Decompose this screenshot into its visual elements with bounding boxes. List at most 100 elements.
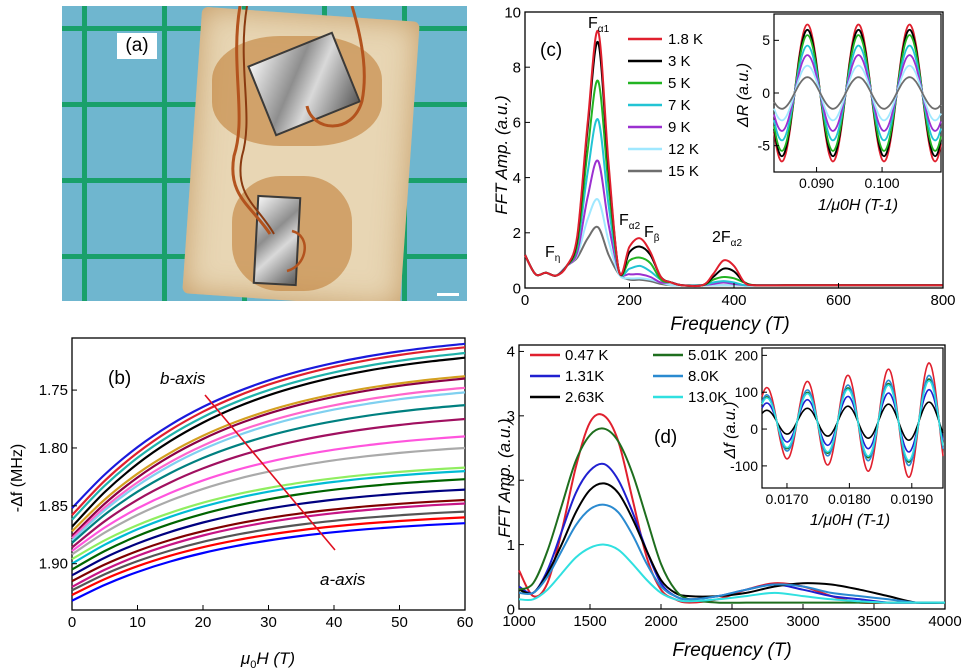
- y-tick-label: 0: [750, 421, 758, 437]
- legend-entry: 2.63K: [565, 389, 604, 406]
- y-tick-label: 2: [513, 225, 521, 242]
- x-tick-label: 0.0180: [828, 491, 871, 507]
- panel-d-ylabel: FFT Amp. (a.u.): [495, 418, 514, 537]
- inset-c-curve: [773, 44, 942, 142]
- x-tick-label: 4000: [928, 613, 961, 630]
- inset-c-curve: [773, 28, 942, 158]
- series-line-2.63K: [518, 482, 946, 605]
- series-line-8.0K: [518, 503, 946, 604]
- field-sweep-curve: [71, 356, 466, 528]
- x-tick-label: 2500: [715, 613, 748, 630]
- panel-b-chart: 0 10 20 30 40 50 60 1.75 1.80 1.85 1.90 b-axis a-a…: [9, 337, 474, 668]
- panel-c-inset-xlabel: 1/μ0H (T-1): [818, 197, 898, 214]
- y-tick-label: -5: [758, 138, 771, 154]
- annot-a-axis: a-axis: [320, 570, 366, 589]
- copper-wires: [231, 6, 366, 273]
- panel-b-xlabel: μ0H (T): [240, 649, 295, 668]
- peak-label-f-alpha2: Fα2: [619, 212, 641, 232]
- inset-c-curve: [773, 34, 942, 152]
- field-sweep-curve: [71, 435, 466, 552]
- legend-entry: 8.0K: [688, 368, 719, 385]
- y-tick-label: 0: [507, 601, 515, 618]
- y-tick-label: 0: [513, 280, 521, 297]
- panel-d-legend: 0.47 K 1.31K 2.63K 5.01K 8.0K 13.0K: [530, 347, 727, 406]
- inset-d-curve: [761, 362, 944, 479]
- y-tick-label: 1.90: [39, 556, 68, 573]
- y-tick-label: 100: [735, 384, 759, 400]
- x-tick-label: 3500: [857, 613, 890, 630]
- y-tick-label: 1.85: [39, 498, 68, 515]
- annot-b-axis: b-axis: [160, 369, 206, 388]
- legend-entry: 0.47 K: [565, 347, 608, 364]
- panel-b-label: (b): [108, 368, 131, 389]
- panel-d-inset-xlabel: 1/μ0H (T-1): [810, 512, 890, 529]
- x-tick-label: 200: [617, 292, 642, 309]
- field-sweep-curve: [71, 488, 466, 577]
- series-line-1.8-K: [524, 30, 943, 288]
- x-tick-label: 60: [457, 614, 474, 631]
- field-sweep-curve: [71, 502, 466, 588]
- y-tick-label: 5: [762, 32, 770, 48]
- y-tick-label: 1.75: [39, 382, 68, 399]
- legend-entry: 15 K: [668, 163, 699, 180]
- field-sweep-curve: [71, 516, 466, 596]
- x-tick-label: 0.0190: [890, 491, 933, 507]
- x-tick-label: 10: [129, 614, 146, 631]
- field-sweep-curve: [71, 498, 466, 583]
- legend-entry: 9 K: [668, 119, 691, 136]
- inset-c-curve: [773, 64, 942, 122]
- y-tick-label: 4: [513, 170, 521, 187]
- x-tick-label: 0.0170: [766, 491, 809, 507]
- x-tick-label: 800: [930, 292, 955, 309]
- peak-label-f-eta: Fη: [545, 244, 560, 264]
- x-tick-label: 1000: [502, 613, 535, 630]
- x-tick-label: 30: [260, 614, 277, 631]
- y-tick-label: 3: [507, 408, 515, 425]
- x-tick-label: 1500: [573, 613, 606, 630]
- y-tick-label: 6: [513, 115, 521, 132]
- inset-c-curve: [773, 23, 942, 163]
- peak-label-2f-alpha2: 2Fα2: [712, 229, 742, 249]
- legend-entry: 3 K: [668, 53, 691, 70]
- field-sweep-curve: [71, 375, 466, 533]
- field-sweep-curve: [71, 522, 466, 602]
- inset-d-curve: [761, 374, 944, 467]
- peak-label-f-alpha1: Fα1: [588, 15, 610, 35]
- x-tick-label: 50: [391, 614, 408, 631]
- field-sweep-curve: [71, 478, 466, 571]
- x-tick-label: 0.100: [865, 175, 900, 191]
- y-tick-label: 8: [513, 59, 521, 76]
- x-tick-label: 0: [521, 292, 529, 309]
- field-sweep-curve: [71, 510, 466, 592]
- field-sweep-curve: [71, 417, 466, 549]
- legend-entry: 1.31K: [565, 368, 604, 385]
- panel-a-label: (a): [117, 33, 157, 59]
- inset-c-curve: [773, 76, 942, 110]
- inset-c-curve: [773, 54, 942, 132]
- panel-c-ylabel: FFT Amp. (a.u.): [492, 95, 511, 214]
- panel-c-inset: 0.090 0.100 5 0 -5 ΔR (a.u.) 1/μ0H (T-1): [735, 13, 942, 214]
- x-tick-label: 400: [721, 292, 746, 309]
- panel-c-inset-ylabel: ΔR (a.u.): [735, 63, 752, 128]
- panel-d-xlabel: Frequency (T): [672, 640, 791, 661]
- panel-d-inset-ylabel: Δf (a.u.): [722, 402, 739, 460]
- field-sweep-curve: [71, 391, 466, 542]
- x-tick-label: 20: [195, 614, 212, 631]
- y-tick-label: 1: [507, 537, 515, 554]
- x-tick-label: 0.090: [799, 175, 834, 191]
- legend-entry: 7 K: [668, 97, 691, 114]
- y-tick-label: 200: [735, 347, 759, 363]
- legend-entry: 1.8 K: [668, 31, 703, 48]
- field-sweep-curve: [71, 377, 466, 537]
- field-sweep-curve: [71, 342, 466, 509]
- y-tick-label: 0: [762, 85, 770, 101]
- series-line-5.01K: [518, 427, 945, 604]
- field-sweep-curve: [71, 404, 466, 544]
- x-tick-label: 600: [826, 292, 851, 309]
- y-tick-label: 1.80: [39, 440, 68, 457]
- panel-d-label: (d): [654, 427, 677, 448]
- panel-c-legend: 1.8 K 3 K 5 K 7 K 9 K 12 K 15 K: [628, 31, 703, 180]
- inset-d-curve: [761, 401, 944, 442]
